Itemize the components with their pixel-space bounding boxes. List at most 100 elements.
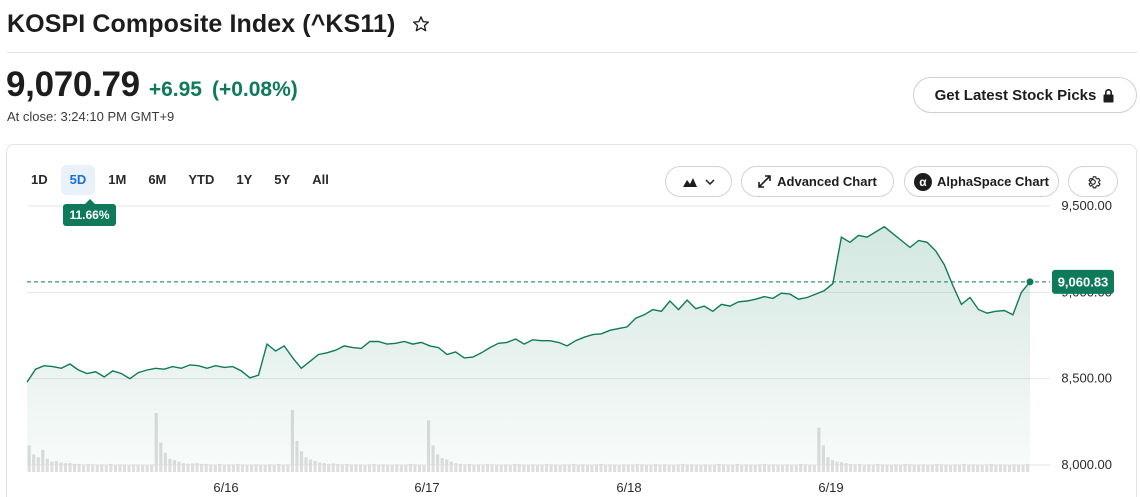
- last-price: 9,070.79: [6, 65, 140, 104]
- volume-bar: [1003, 464, 1007, 472]
- volume-bar: [898, 464, 903, 472]
- volume-bar: [399, 464, 403, 472]
- volume-bar: [835, 461, 839, 472]
- volume-bar: [812, 464, 816, 472]
- volume-bar: [885, 464, 889, 472]
- volume-bar: [830, 460, 835, 472]
- volume-bar: [649, 464, 653, 472]
- range-1d[interactable]: 1D: [31, 172, 48, 187]
- volume-bar: [926, 464, 930, 472]
- price-change: +6.95: [148, 78, 202, 101]
- volume-bar: [794, 464, 798, 472]
- range-6m[interactable]: 6M: [148, 172, 167, 187]
- volume-bar: [613, 464, 617, 472]
- range-5d[interactable]: 5D: [60, 165, 96, 195]
- volume-bar: [358, 464, 363, 472]
- volume-bar: [967, 464, 971, 472]
- volume-bar: [726, 464, 730, 472]
- range-5y[interactable]: 5Y: [274, 172, 291, 187]
- close-timestamp: At close: 3:24:10 PM GMT+9: [7, 109, 175, 124]
- volume-bar: [100, 464, 104, 472]
- volume-bar: [540, 464, 544, 472]
- volume-bar: [122, 464, 127, 472]
- volume-bar: [340, 464, 344, 472]
- volume-bar: [549, 464, 553, 472]
- gear-icon: [1085, 174, 1101, 190]
- volume-bar: [254, 464, 258, 472]
- volume-bar: [417, 464, 422, 472]
- alphaspace-chart-label: AlphaSpace Chart: [937, 174, 1049, 189]
- range-ytd[interactable]: YTD: [188, 172, 215, 187]
- volume-bar: [495, 464, 499, 472]
- y-tick-label: 8,500.00: [1061, 371, 1112, 386]
- volume-bar: [195, 463, 199, 472]
- volume-bar: [386, 464, 390, 472]
- volume-bar: [499, 464, 503, 472]
- star-outline-icon[interactable]: [411, 14, 431, 34]
- volume-bar: [281, 464, 285, 472]
- volume-bar: [572, 463, 576, 472]
- price-line: [26, 225, 1031, 383]
- volume-bar: [277, 463, 281, 472]
- volume-bar: [395, 464, 399, 472]
- range-selector: 1D 5D 1M 6M YTD 1Y 5Y All: [22, 165, 342, 195]
- volume-bar: [1016, 464, 1021, 472]
- volume-bar: [849, 463, 853, 472]
- volume-bar: [962, 463, 966, 472]
- volume-bar: [917, 464, 921, 472]
- volume-bar: [526, 464, 530, 472]
- volume-bar: [63, 463, 68, 472]
- volume-bar: [490, 464, 494, 472]
- quote-row: 9,070.79 +6.95 (+0.08%): [6, 65, 298, 105]
- advanced-chart-button[interactable]: Advanced Chart: [741, 166, 894, 197]
- volume-bar: [54, 460, 58, 472]
- volume-bar: [517, 464, 521, 472]
- volume-bar: [331, 463, 335, 472]
- volume-bar: [236, 463, 240, 472]
- volume-bar: [481, 464, 485, 472]
- y-tick-label: 9,500.00: [1061, 198, 1112, 213]
- volume-bar: [50, 461, 54, 472]
- volume-bar: [585, 464, 589, 472]
- volume-bar: [617, 464, 621, 472]
- volume-bar: [889, 464, 894, 472]
- volume-bar: [740, 464, 744, 472]
- volume-bar: [980, 464, 984, 472]
- range-1m[interactable]: 1M: [108, 172, 127, 187]
- volume-bar: [1007, 464, 1012, 472]
- volume-bar: [753, 464, 757, 472]
- volume-bar: [635, 463, 639, 472]
- volume-bar: [190, 463, 195, 472]
- volume-bar: [694, 464, 698, 472]
- volume-bar: [222, 464, 226, 472]
- volume-bar: [576, 464, 580, 472]
- x-tick-label: 6/18: [616, 480, 641, 495]
- volume-bar: [454, 463, 458, 472]
- last-price-dot: [1026, 278, 1034, 286]
- range-1y[interactable]: 1Y: [236, 172, 253, 187]
- range-all[interactable]: All: [312, 172, 329, 187]
- volume-bar: [808, 464, 812, 472]
- alphaspace-logo-icon: α: [914, 172, 932, 191]
- get-stock-picks-button[interactable]: Get Latest Stock Picks: [913, 77, 1137, 113]
- volume-bar: [903, 463, 907, 472]
- volume-bar: [227, 464, 231, 472]
- volume-bar: [272, 464, 276, 472]
- volume-bar: [249, 464, 254, 472]
- volume-bar: [721, 464, 726, 472]
- alphaspace-chart-button[interactable]: α AlphaSpace Chart: [904, 166, 1059, 197]
- volume-bar: [377, 464, 381, 472]
- volume-bar: [989, 463, 993, 472]
- volume-bar: [712, 464, 717, 472]
- volume-bar: [703, 464, 707, 472]
- volume-bar: [622, 464, 626, 472]
- get-stock-picks-label: Get Latest Stock Picks: [934, 86, 1097, 104]
- volume-bar: [676, 464, 680, 472]
- volume-bar: [145, 465, 149, 472]
- volume-bar: [204, 463, 208, 472]
- chart-type-button[interactable]: [665, 166, 732, 197]
- volume-bar: [449, 461, 453, 472]
- chart-settings-button[interactable]: [1068, 166, 1118, 197]
- volume-bar: [263, 464, 267, 472]
